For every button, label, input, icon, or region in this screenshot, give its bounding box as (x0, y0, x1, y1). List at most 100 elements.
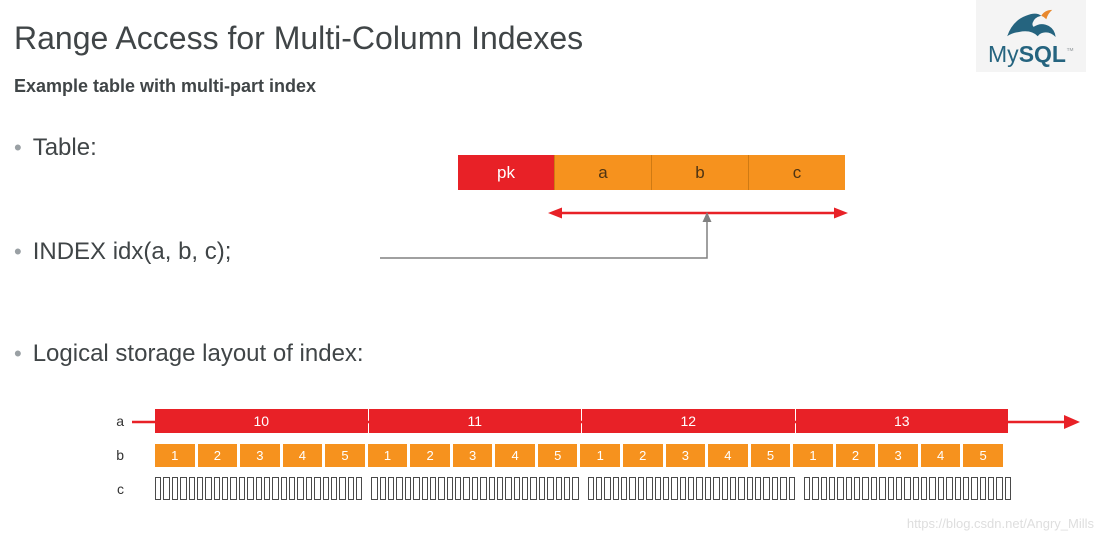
c-cell (263, 477, 271, 500)
a-segment: 13 (795, 409, 1008, 433)
c-cell (505, 477, 512, 500)
c-cell (971, 477, 978, 500)
c-cell (679, 477, 686, 500)
c-cell (297, 477, 304, 500)
index-connector-arrow (380, 212, 712, 259)
c-cell (879, 477, 886, 500)
bullet-table-label: Table: (32, 134, 97, 161)
bullet-dot: • (14, 135, 22, 160)
c-group (803, 477, 1012, 500)
bullet-index-label: INDEX idx(a, b, c); (32, 238, 232, 265)
c-cell (171, 477, 179, 500)
logo-trademark: ™ (1065, 45, 1074, 55)
c-cell (330, 477, 338, 500)
c-cell (662, 477, 670, 500)
c-cell (604, 477, 611, 500)
c-cell (247, 477, 254, 500)
c-cell (455, 477, 462, 500)
bullet-layout: • Logical storage layout of index: (14, 340, 364, 368)
c-cell (421, 477, 428, 500)
c-cell (555, 477, 562, 500)
c-cell (238, 477, 246, 500)
b-cell: 1 (580, 444, 621, 467)
c-cell (696, 477, 703, 500)
row-label-b: b (116, 447, 124, 463)
c-cell (1004, 477, 1012, 500)
c-cell (289, 477, 296, 500)
c-cell (538, 477, 546, 500)
c-cell (812, 477, 819, 500)
c-cell (513, 477, 520, 500)
c-cell (356, 477, 363, 500)
mysql-logo: MySQL™ (976, 0, 1086, 72)
c-cell (155, 477, 162, 500)
b-cell: 2 (197, 444, 238, 467)
b-cell: 1 (155, 444, 195, 467)
c-cell (205, 477, 212, 500)
b-cell: 3 (665, 444, 706, 467)
c-cell (213, 477, 220, 500)
c-cell (371, 477, 378, 500)
b-cell: 2 (410, 444, 450, 467)
c-cell (755, 477, 762, 500)
c-cell (654, 477, 661, 500)
c-cell (563, 477, 571, 500)
row-label-c: c (117, 481, 124, 497)
c-cell (780, 477, 787, 500)
range-double-arrow (548, 207, 848, 219)
a-segment: 10 (155, 409, 368, 433)
c-group (587, 477, 795, 500)
c-cell (820, 477, 827, 500)
c-cell (587, 477, 594, 500)
c-cell (621, 477, 628, 500)
page-subtitle: Example table with multi-part index (14, 76, 317, 96)
c-cell (729, 477, 737, 500)
c-cell (305, 477, 313, 500)
c-cell (429, 477, 437, 500)
c-cell (446, 477, 453, 500)
bullet-layout-label: Logical storage layout of index: (32, 340, 364, 367)
c-cell (396, 477, 403, 500)
c-cell (763, 477, 770, 500)
c-cell (962, 477, 970, 500)
table-cell-c: c (748, 155, 845, 190)
c-cell (979, 477, 986, 500)
watermark: https://blog.csdn.net/Angry_Mills (906, 516, 1094, 531)
table-diagram: pk a b c (458, 155, 845, 190)
c-cell (921, 477, 928, 500)
c-cell (379, 477, 386, 500)
c-cell (547, 477, 554, 500)
c-cell (471, 477, 479, 500)
c-cell (771, 477, 779, 500)
c-cell (612, 477, 619, 500)
c-cell (163, 477, 170, 500)
c-cell (230, 477, 237, 500)
c-cell (595, 477, 603, 500)
bullet-dot: • (14, 341, 22, 366)
c-cell (339, 477, 346, 500)
c-cell (222, 477, 229, 500)
row-c-groups (155, 477, 1012, 500)
c-cell (828, 477, 836, 500)
table-cell-a: a (554, 155, 651, 190)
b-cell: 1 (367, 444, 408, 467)
c-cell (937, 477, 945, 500)
c-cell (488, 477, 495, 500)
b-cell: 5 (963, 444, 1003, 467)
c-cell (870, 477, 878, 500)
a-segment: 11 (368, 409, 581, 433)
bullet-dot: • (14, 239, 22, 264)
b-cell: 5 (750, 444, 791, 467)
a-segment: 12 (582, 409, 795, 433)
c-cell (704, 477, 712, 500)
b-cell: 4 (282, 444, 323, 467)
c-cell (413, 477, 420, 500)
c-cell (671, 477, 678, 500)
c-cell (347, 477, 354, 500)
c-cell (746, 477, 753, 500)
c-cell (322, 477, 329, 500)
table-cell-b: b (651, 155, 748, 190)
bullet-index: • INDEX idx(a, b, c); (14, 238, 231, 266)
bullet-table: • Table: (14, 134, 97, 162)
